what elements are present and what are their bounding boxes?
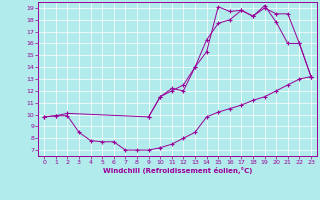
X-axis label: Windchill (Refroidissement éolien,°C): Windchill (Refroidissement éolien,°C) xyxy=(103,167,252,174)
